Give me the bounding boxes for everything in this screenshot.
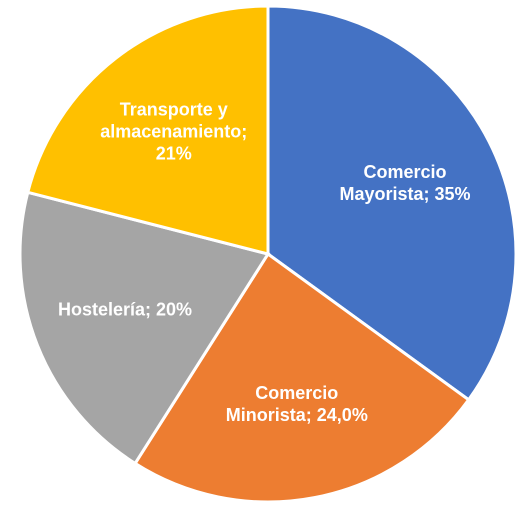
pie-slice: [25, 4, 270, 256]
data-label-line: 21%: [156, 143, 192, 163]
pie-slice: [133, 251, 471, 504]
data-label-line: Minorista; 24,0%: [226, 405, 368, 425]
data-label-line: almacenamiento;: [100, 121, 247, 141]
pie-slice: [18, 190, 271, 466]
data-label-line: Transporte y: [120, 99, 228, 119]
data-label-line: Comercio: [255, 383, 338, 403]
data-label: Comercio Minorista; 24,0%: [226, 383, 368, 425]
data-label-line: Mayorista; 35%: [339, 184, 470, 204]
data-label-line: Hostelería; 20%: [58, 299, 192, 319]
data-label-line: Comercio: [363, 162, 446, 182]
data-label: Transporte y almacenamiento; 21%: [100, 99, 247, 163]
data-label: Comercio Mayorista; 35%: [339, 162, 470, 204]
data-label: Hostelería; 20%: [58, 299, 192, 319]
pie-slice: [266, 4, 518, 402]
